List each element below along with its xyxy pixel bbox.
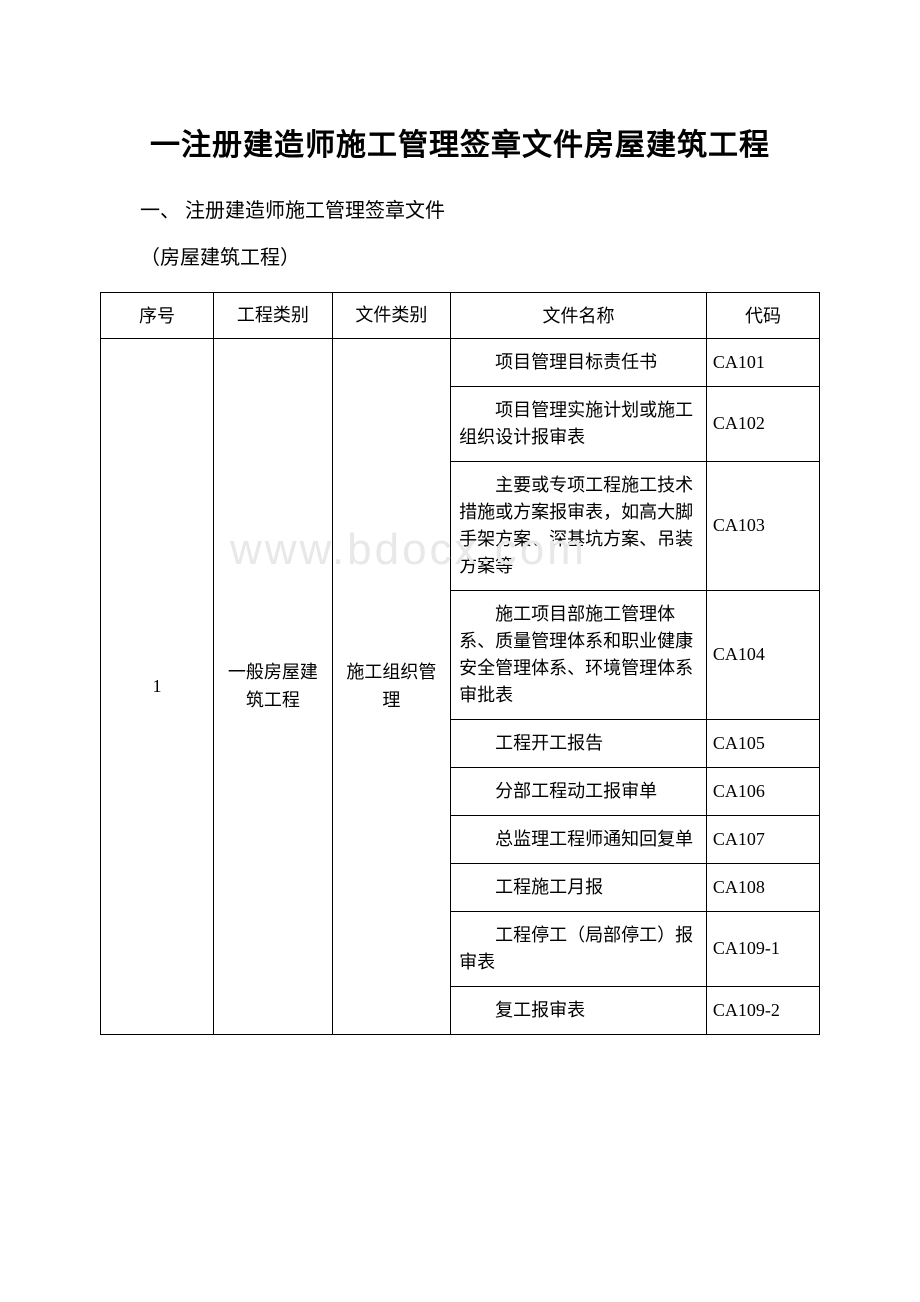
- cell-code: CA102: [706, 386, 819, 461]
- cell-file-name: 复工报审表: [451, 986, 707, 1034]
- cell-file-name: 施工项目部施工管理体系、质量管理体系和职业健康安全管理体系、环境管理体系审批表: [451, 590, 707, 719]
- header-file-name: 文件名称: [451, 293, 707, 339]
- cell-code: CA106: [706, 767, 819, 815]
- header-file-type: 文件类别: [332, 293, 451, 339]
- cell-code: CA109-2: [706, 986, 819, 1034]
- table-header-row: 序号 工程类别 文件类别 文件名称 代码: [101, 293, 820, 339]
- cell-file-name: 主要或专项工程施工技术措施或方案报审表，如高大脚手架方案、深基坑方案、吊装方案等: [451, 461, 707, 590]
- header-code: 代码: [706, 293, 819, 339]
- cell-seq: 1: [101, 338, 214, 1034]
- document-title: 一注册建造师施工管理签章文件房屋建筑工程: [100, 120, 820, 164]
- cell-file-name: 项目管理目标责任书: [451, 338, 707, 386]
- cell-code: CA103: [706, 461, 819, 590]
- cell-code: CA108: [706, 863, 819, 911]
- section-heading: 一、 注册建造师施工管理签章文件: [140, 194, 820, 223]
- header-seq: 序号: [101, 293, 214, 339]
- section-subheading: （房屋建筑工程）: [140, 241, 820, 270]
- cell-file-name: 总监理工程师通知回复单: [451, 815, 707, 863]
- cell-code: CA105: [706, 719, 819, 767]
- cell-code: CA101: [706, 338, 819, 386]
- cell-file-type: 施工组织管理: [332, 338, 451, 1034]
- cell-file-name: 工程施工月报: [451, 863, 707, 911]
- document-page: 一注册建造师施工管理签章文件房屋建筑工程 一、 注册建造师施工管理签章文件 （房…: [0, 0, 920, 1095]
- cell-file-name: 分部工程动工报审单: [451, 767, 707, 815]
- cell-file-name: 工程开工报告: [451, 719, 707, 767]
- signature-files-table: 序号 工程类别 文件类别 文件名称 代码 1 一般房屋建筑工程 施工组织管理 项…: [100, 292, 820, 1035]
- header-eng-type-text: 工程类别: [237, 305, 309, 325]
- cell-code: CA107: [706, 815, 819, 863]
- table-row: 1 一般房屋建筑工程 施工组织管理 项目管理目标责任书 CA101: [101, 338, 820, 386]
- cell-eng-type: 一般房屋建筑工程: [214, 338, 333, 1034]
- header-eng-type: 工程类别: [214, 293, 333, 339]
- cell-file-name: 项目管理实施计划或施工组织设计报审表: [451, 386, 707, 461]
- cell-file-name: 工程停工（局部停工）报审表: [451, 911, 707, 986]
- header-file-type-text: 文件类别: [355, 305, 427, 325]
- cell-code: CA104: [706, 590, 819, 719]
- cell-code: CA109-1: [706, 911, 819, 986]
